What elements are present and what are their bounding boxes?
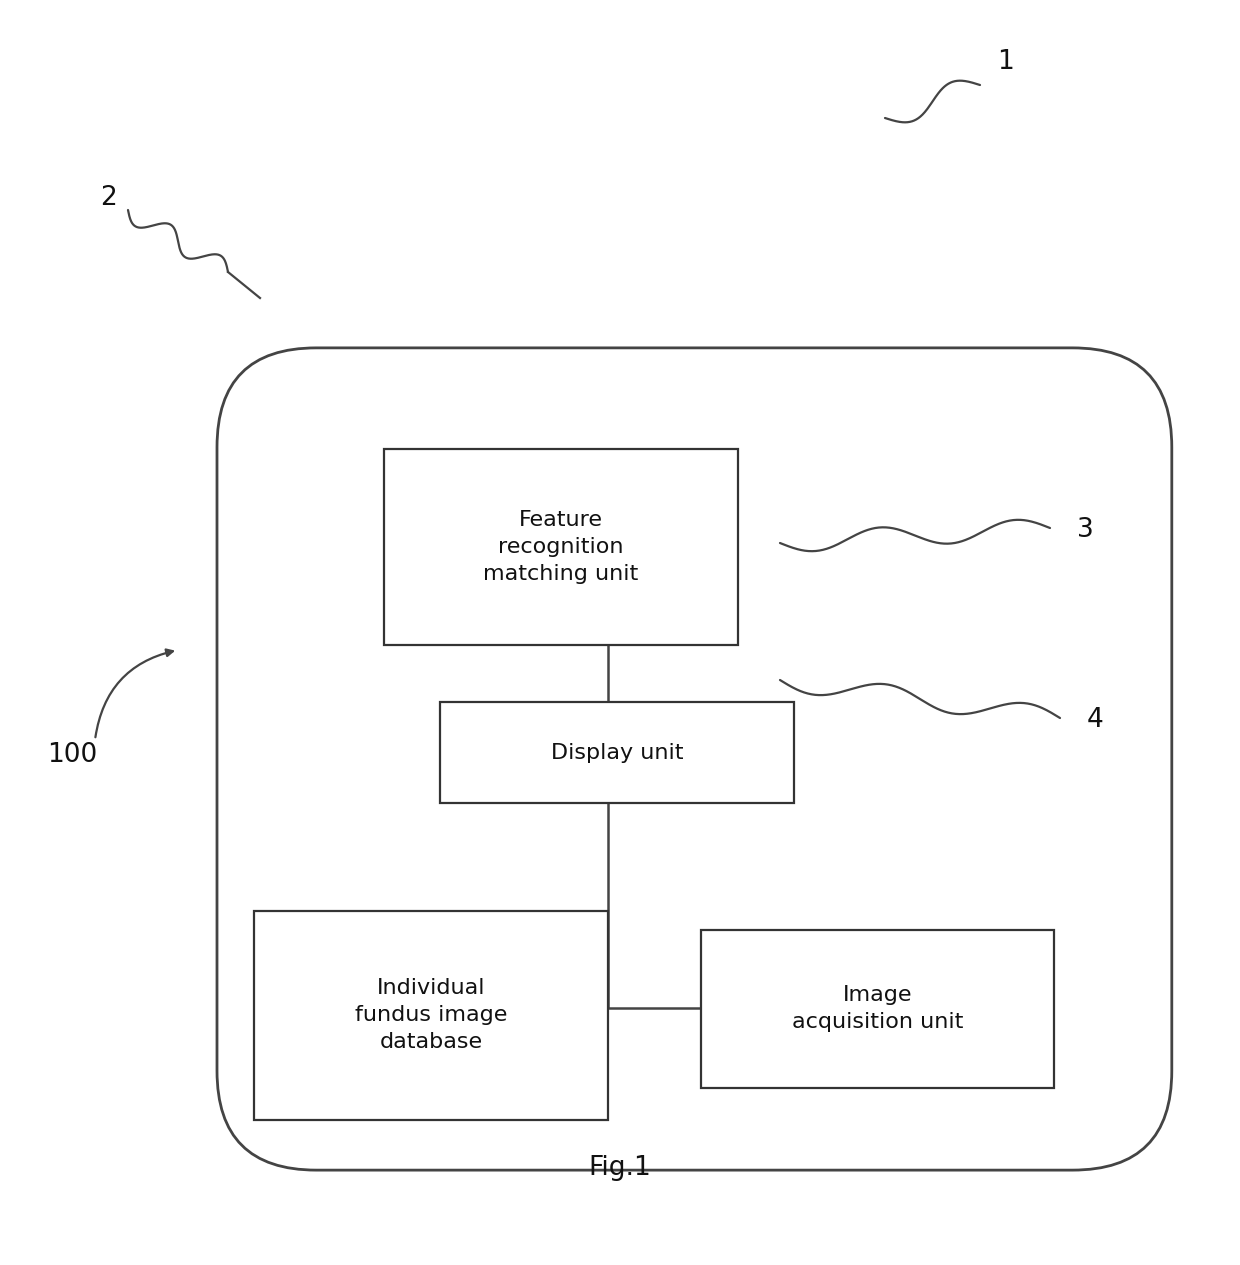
Text: 3: 3 xyxy=(1076,517,1094,543)
Text: Image
acquisition unit: Image acquisition unit xyxy=(791,985,963,1032)
Text: 100: 100 xyxy=(47,743,97,768)
FancyBboxPatch shape xyxy=(701,930,1054,1088)
FancyBboxPatch shape xyxy=(440,702,794,803)
Text: 2: 2 xyxy=(99,185,117,211)
FancyBboxPatch shape xyxy=(384,449,738,645)
FancyBboxPatch shape xyxy=(217,348,1172,1170)
Text: Feature
recognition
matching unit: Feature recognition matching unit xyxy=(484,510,639,584)
FancyBboxPatch shape xyxy=(254,911,608,1120)
Text: Display unit: Display unit xyxy=(551,743,683,763)
Text: Individual
fundus image
database: Individual fundus image database xyxy=(355,978,507,1052)
Text: 4: 4 xyxy=(1086,707,1104,732)
Text: Fig.1: Fig.1 xyxy=(589,1155,651,1182)
Text: 1: 1 xyxy=(997,49,1013,75)
